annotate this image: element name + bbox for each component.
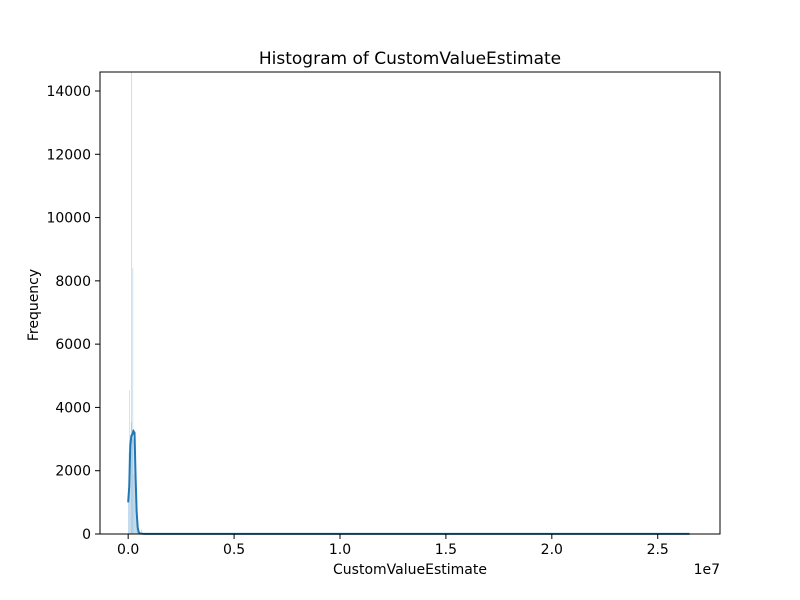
y-axis-label: Frequency	[26, 269, 42, 341]
x-axis-ticks: 0.0 0.5 1.0 1.5 2.0 2.5	[117, 534, 669, 558]
y-axis-ticks: 0 2000 4000 6000 8000 10000 12000 14000	[46, 84, 100, 543]
y-tick-label: 0	[82, 527, 91, 543]
x-tick-label: 0.0	[117, 542, 139, 558]
x-tick-label: 0.5	[223, 542, 245, 558]
y-tick-label: 4000	[55, 400, 91, 416]
y-tick-label: 2000	[55, 464, 91, 480]
y-tick-label: 10000	[46, 211, 91, 227]
y-tick-label: 12000	[46, 147, 91, 163]
x-tick-label: 1.0	[329, 542, 351, 558]
x-axis-label: CustomValueEstimate	[333, 562, 487, 578]
x-tick-label: 2.5	[647, 542, 669, 558]
x-axis-offset-label: 1e7	[694, 562, 720, 578]
y-tick-label: 6000	[55, 337, 91, 353]
chart-title: Histogram of CustomValueEstimate	[259, 49, 561, 69]
x-tick-label: 1.5	[435, 542, 457, 558]
histogram-bar	[131, 71, 133, 535]
histogram-bar	[132, 268, 134, 535]
histogram-bar	[133, 438, 134, 535]
x-tick-label: 2.0	[541, 542, 563, 558]
plot-area-frame	[99, 71, 721, 535]
histogram-bar	[131, 429, 133, 535]
histogram-bar	[133, 473, 135, 535]
y-tick-label: 14000	[46, 84, 91, 100]
y-tick-label: 8000	[55, 274, 91, 290]
